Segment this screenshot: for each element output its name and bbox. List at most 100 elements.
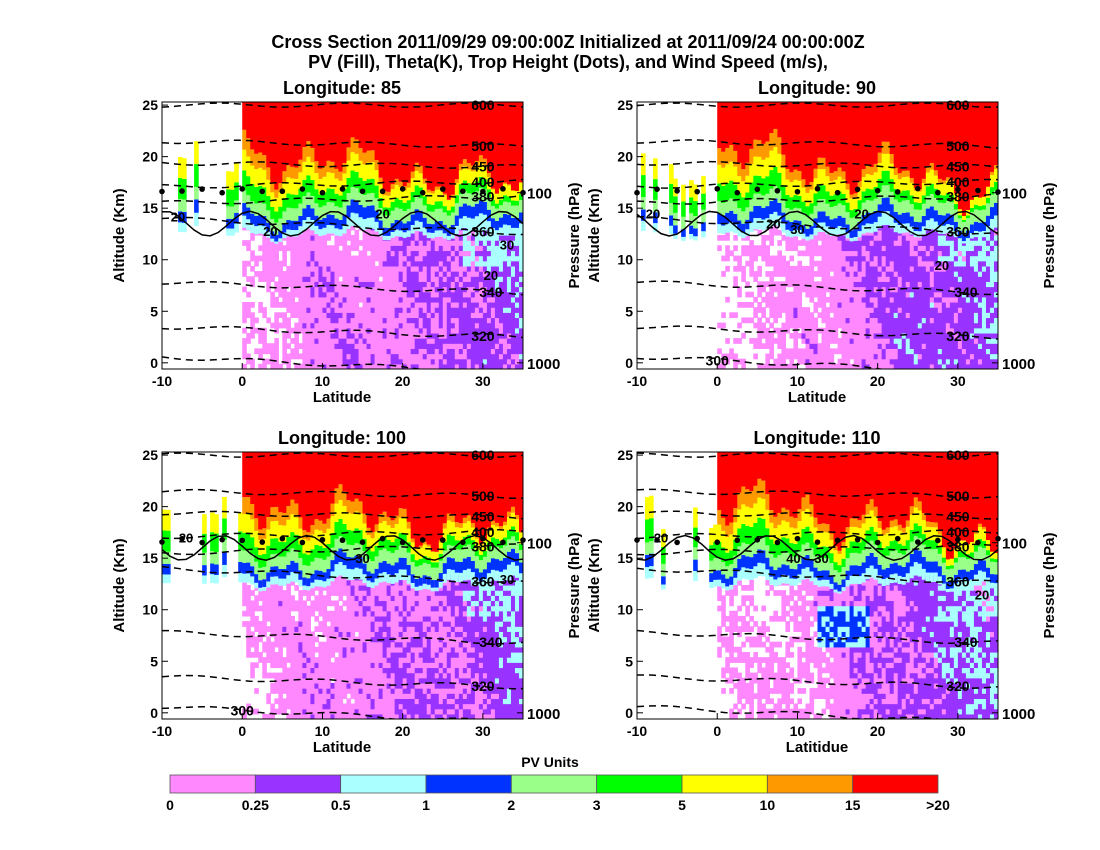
- pv-fill-cell: [258, 621, 263, 627]
- pv-fill-cell: [270, 245, 275, 252]
- pv-fill-cell: [362, 327, 368, 334]
- pv-fill-cell: [925, 358, 931, 365]
- pv-fill-cell: [953, 193, 959, 194]
- pv-fill-cell: [957, 348, 963, 355]
- pv-fill-cell: [813, 348, 819, 355]
- pv-fill-cell: [941, 286, 947, 293]
- pv-fill-cell: [825, 281, 831, 288]
- pv-fill-cell: [837, 296, 843, 303]
- theta-contour-450: [637, 160, 998, 169]
- pv-fill-cell: [290, 348, 295, 355]
- pv-fill-cell: [993, 102, 998, 166]
- pv-fill-cell: [378, 265, 384, 272]
- pv-fill-cell: [290, 708, 295, 715]
- pv-fill-cell: [745, 317, 750, 324]
- pv-fill-cell: [881, 271, 887, 277]
- pv-fill-cell: [917, 348, 923, 355]
- pv-fill-cell: [849, 276, 855, 282]
- pv-fill-cell: [889, 353, 895, 360]
- pv-fill-cell: [346, 291, 352, 298]
- pv-fill-cell: [414, 229, 420, 236]
- pv-fill-cell: [773, 363, 778, 369]
- pv-fill-cell: [913, 240, 919, 246]
- pv-fill-cell: [905, 260, 911, 267]
- pv-fill-cell: [378, 348, 384, 355]
- pv-fill-cell: [977, 296, 983, 303]
- pv-fill-cell: [310, 358, 316, 365]
- trop-height-dot: [854, 186, 861, 193]
- pv-fill-cell: [973, 265, 979, 272]
- pv-fill-cell: [494, 281, 500, 288]
- pv-fill-cell: [458, 245, 464, 252]
- pv-fill-cell: [274, 211, 279, 223]
- pv-fill-cell: [458, 276, 464, 282]
- pv-fill-cell: [785, 194, 791, 208]
- pv-fill-cell: [897, 202, 903, 215]
- theta-contour-300: [162, 356, 424, 369]
- pv-fill-cell: [334, 327, 340, 334]
- pv-fill-cell: [242, 573, 247, 583]
- pv-fill-cell: [981, 221, 987, 231]
- pv-fill-cell: [334, 168, 340, 179]
- pv-fill-cell: [346, 271, 352, 277]
- pv-fill-cell: [905, 271, 911, 277]
- pv-fill-cell: [370, 358, 376, 365]
- pv-fill-cell: [414, 185, 420, 197]
- pv-fill-cell: [358, 177, 364, 193]
- pv-fill-cell: [410, 363, 416, 369]
- pv-fill-cell: [482, 343, 488, 349]
- pv-fill-cell: [446, 240, 452, 246]
- pv-fill-cell: [410, 224, 416, 234]
- pv-fill-cell: [282, 232, 287, 239]
- pv-fill-cell: [362, 353, 368, 360]
- pv-fill-cell: [446, 255, 452, 262]
- pv-fill-cell: [913, 296, 919, 303]
- pv-fill-cell: [861, 202, 867, 215]
- pv-fill-cell: [414, 322, 420, 329]
- pv-fill-cell: [246, 312, 251, 319]
- pv-fill-cell: [262, 605, 267, 612]
- pv-fill-cell: [897, 353, 903, 360]
- pv-fill-cell: [933, 250, 939, 257]
- pv-fill-cell: [885, 348, 891, 355]
- pv-fill-cell: [917, 191, 923, 203]
- pv-fill-cell: [354, 343, 360, 349]
- trop-height-dot: [734, 189, 741, 196]
- pv-fill-cell: [390, 296, 396, 303]
- pv-fill-cell: [833, 348, 839, 355]
- pv-fill-cell: [769, 224, 774, 231]
- pv-fill-cell: [989, 276, 995, 282]
- pv-fill-cell: [322, 332, 328, 339]
- pv-fill-cell: [286, 506, 291, 520]
- pv-fill-cell: [765, 234, 770, 241]
- pv-fill-cell: [410, 102, 416, 172]
- pv-fill-cell: [366, 332, 372, 339]
- pv-fill-cell: [302, 286, 307, 293]
- pv-fill-cell: [985, 286, 991, 293]
- pv-fill-cell: [669, 225, 674, 234]
- pv-fill-cell: [853, 229, 859, 237]
- pv-fill-cell: [893, 188, 899, 200]
- pv-fill-cell: [969, 212, 975, 225]
- pv-fill-cell: [334, 102, 340, 169]
- pv-fill-cell: [282, 569, 287, 579]
- pv-fill-cell: [869, 301, 875, 308]
- pv-fill-cell: [354, 301, 360, 308]
- pv-fill-cell: [350, 338, 356, 344]
- pv-fill-cell: [913, 286, 919, 293]
- pv-fill-cell: [829, 291, 835, 298]
- pv-fill-cell: [458, 363, 464, 369]
- pv-fill-cell: [454, 281, 460, 288]
- pv-fill-cell: [278, 541, 283, 557]
- pv-fill-cell: [833, 296, 839, 303]
- pv-fill-cell: [837, 301, 843, 308]
- pv-fill-cell: [330, 301, 336, 308]
- pv-fill-cell: [514, 312, 520, 319]
- theta-contour-360: [637, 216, 998, 235]
- pv-fill-cell: [941, 255, 947, 262]
- pv-fill-cell: [985, 363, 991, 369]
- pv-fill-cell: [478, 332, 484, 339]
- pv-fill-cell: [829, 234, 835, 241]
- pv-fill-cell: [793, 245, 799, 252]
- pv-fill-cell: [442, 250, 448, 257]
